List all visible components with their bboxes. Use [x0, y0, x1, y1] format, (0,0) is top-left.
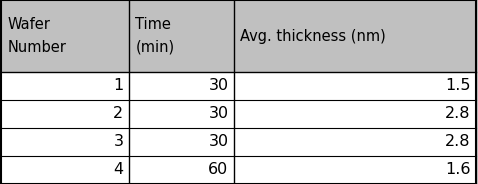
- Bar: [1, 156, 130, 184]
- Bar: [130, 0, 235, 72]
- Bar: [1, 100, 130, 128]
- Bar: [235, 156, 477, 184]
- Text: 2: 2: [113, 107, 123, 121]
- Bar: [130, 100, 235, 128]
- Text: 30: 30: [208, 135, 228, 149]
- Bar: [130, 72, 235, 100]
- Text: 3: 3: [113, 135, 123, 149]
- Text: 4: 4: [113, 162, 123, 178]
- Bar: [1, 128, 130, 156]
- Text: 60: 60: [208, 162, 228, 178]
- Text: 30: 30: [208, 79, 228, 93]
- Text: Avg. thickness (nm): Avg. thickness (nm): [240, 29, 386, 43]
- Text: Wafer
Number: Wafer Number: [8, 17, 66, 55]
- Bar: [1, 72, 130, 100]
- Text: Time
(min): Time (min): [135, 17, 174, 55]
- Bar: [130, 128, 235, 156]
- Bar: [1, 0, 130, 72]
- Bar: [235, 72, 477, 100]
- Bar: [235, 100, 477, 128]
- Text: 2.8: 2.8: [445, 107, 470, 121]
- Text: 1.5: 1.5: [445, 79, 470, 93]
- Bar: [130, 156, 235, 184]
- Bar: [235, 0, 477, 72]
- Text: 1: 1: [113, 79, 123, 93]
- Text: 30: 30: [208, 107, 228, 121]
- Bar: [235, 128, 477, 156]
- Text: 2.8: 2.8: [445, 135, 470, 149]
- Text: 1.6: 1.6: [445, 162, 470, 178]
